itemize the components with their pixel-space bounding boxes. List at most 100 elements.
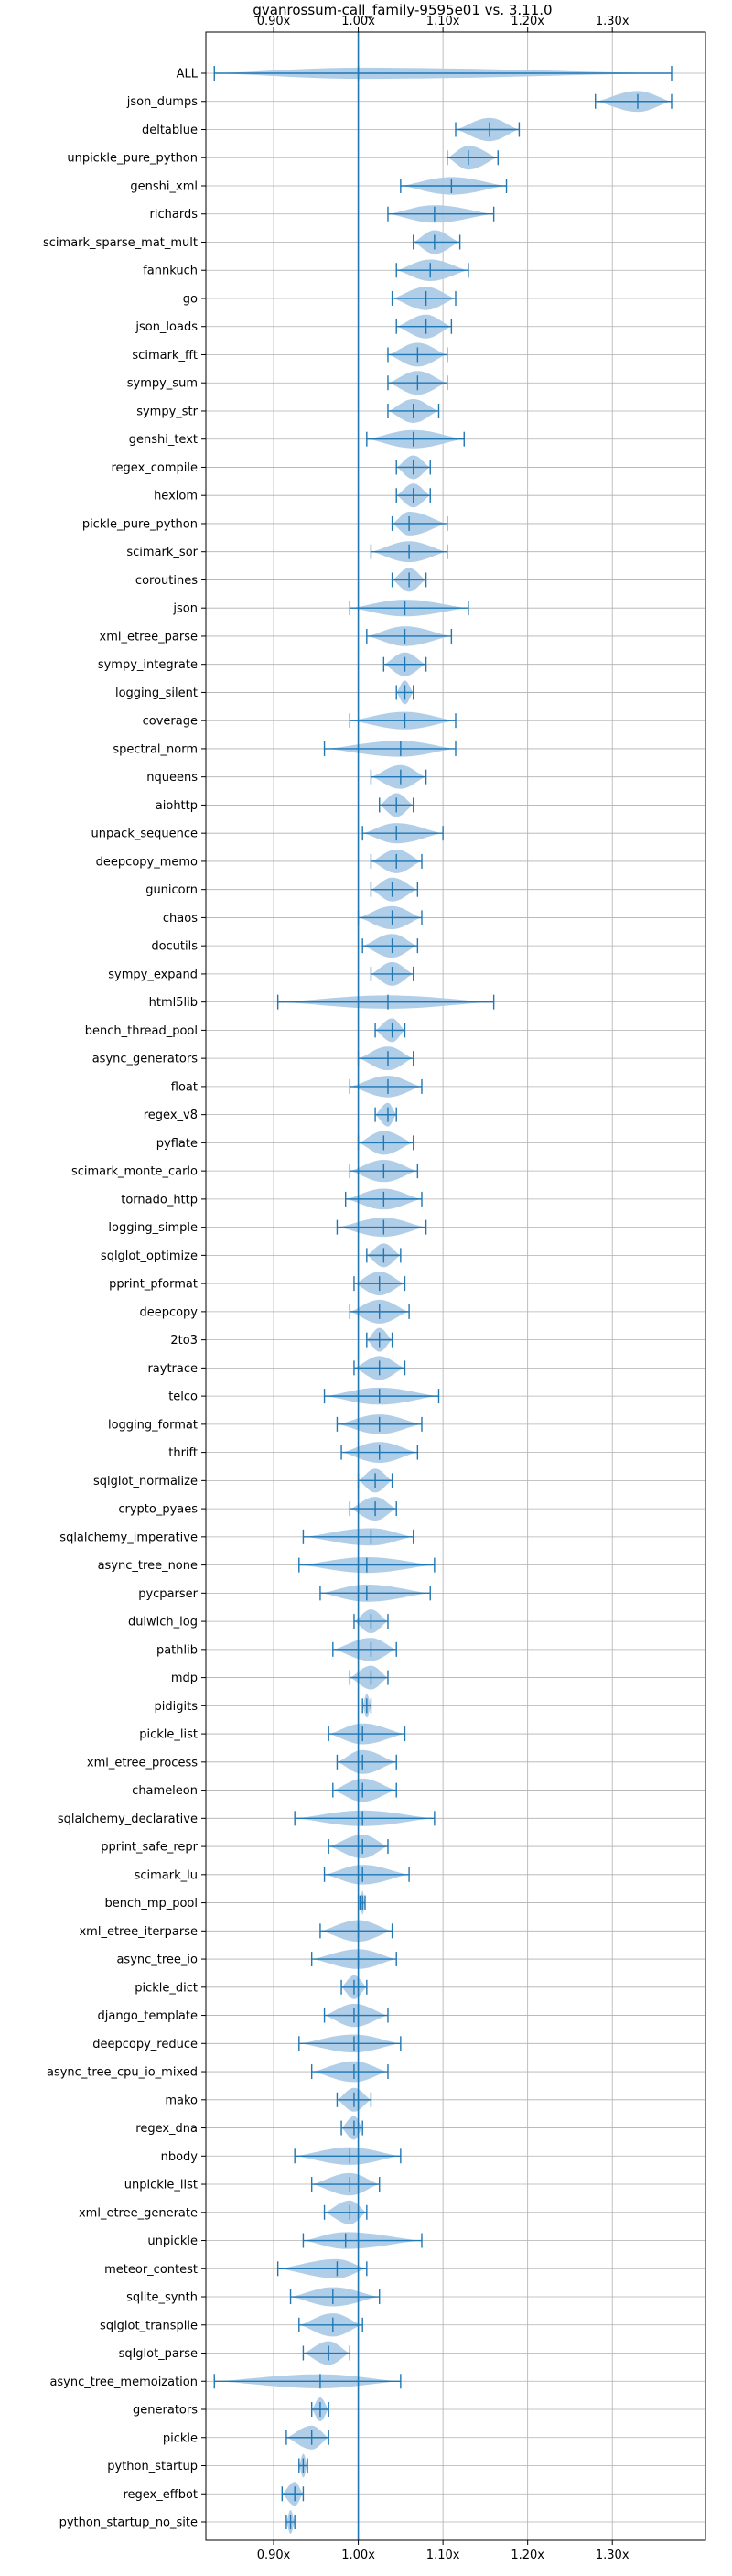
y-tick-label: sqlite_synth	[126, 2291, 198, 2305]
violin-nqueens	[370, 764, 427, 789]
violin-async_generators	[357, 1046, 414, 1071]
violin-xml_etree_iterparse	[319, 1920, 393, 1943]
violin-json	[349, 600, 469, 617]
violin-float	[349, 1076, 423, 1098]
violin-django_template	[323, 2003, 389, 2028]
violin-html5lib	[276, 994, 495, 1010]
y-tick-label: async_tree_cpu_io_mixed	[47, 2066, 198, 2080]
y-tick-label: nbody	[161, 2150, 199, 2164]
violin-async_tree_io	[310, 1949, 397, 1969]
violin-docutils	[361, 934, 419, 958]
violin-sqlglot_transpile	[298, 2313, 363, 2337]
y-tick-label: genshi_xml	[130, 179, 198, 193]
violin-pickle_list	[328, 1723, 406, 1745]
y-tick-label: deepcopy_reduce	[92, 2038, 198, 2051]
y-tick-label: sqlglot_parse	[119, 2347, 198, 2361]
violin-bench_mp_pool	[359, 1890, 366, 1915]
y-tick-label: chaos	[163, 912, 198, 925]
y-tick-label: python_startup_no_site	[59, 2516, 198, 2530]
y-tick-label: sqlglot_optimize	[101, 1250, 198, 1263]
plot-frame	[205, 31, 706, 2541]
violin-mdp	[349, 1665, 389, 1690]
grid-lines	[206, 32, 705, 2540]
y-tick-label: regex_dna	[135, 2122, 198, 2136]
y-tick-label: deepcopy_memo	[96, 855, 198, 869]
violin-logging_silent	[395, 680, 414, 705]
y-tick-label: pickle_dict	[135, 1981, 198, 1995]
violin-regex_dna	[340, 2116, 363, 2140]
violin-sympy_expand	[370, 961, 414, 986]
y-tick-label: ALL	[177, 68, 199, 81]
x-tick-label-bottom: 1.20x	[511, 2549, 544, 2562]
y-tick-label: scimark_sparse_mat_mult	[43, 236, 198, 250]
violin-unpickle	[302, 2232, 423, 2249]
y-tick-label: sqlglot_transpile	[100, 2319, 198, 2332]
y-tick-label: pyflate	[156, 1137, 198, 1151]
x-tick-label-top: 1.30x	[596, 15, 630, 28]
y-tick-label: scimark_sor	[126, 546, 198, 559]
y-tick-label: async_generators	[92, 1053, 199, 1066]
violin-pickle_pure_python	[391, 512, 448, 536]
violin-unpickle_list	[310, 2172, 381, 2196]
y-tick-label: regex_effbot	[123, 2488, 198, 2502]
violin-nbody	[294, 2147, 402, 2165]
x-tick-label-top: 1.20x	[511, 15, 544, 28]
y-tick-label: bench_thread_pool	[85, 1024, 198, 1038]
violin-xml_etree_process	[336, 1749, 397, 1774]
y-tick-label: logging_simple	[108, 1221, 198, 1235]
y-tick-label: regex_compile	[111, 461, 198, 475]
x-tick-label-top: 1.00x	[341, 15, 375, 28]
violins	[213, 66, 673, 2534]
violin-logging_format	[336, 1414, 423, 1434]
y-tick-label: xml_etree_process	[87, 1756, 198, 1770]
violin-xml_etree_parse	[366, 626, 453, 646]
y-tick-label: pprint_safe_repr	[101, 1841, 198, 1855]
violin-regex_v8	[374, 1102, 397, 1127]
y-tick-label: xml_etree_iterparse	[79, 1925, 198, 1939]
y-tick-label: docutils	[151, 940, 198, 954]
violin-unpickle_pure_python	[447, 146, 499, 170]
y-tick-label: json_loads	[135, 320, 198, 334]
violin-pyflate	[357, 1131, 414, 1155]
y-tick-label: python_startup	[107, 2460, 198, 2473]
y-tick-label: crypto_pyaes	[118, 1503, 198, 1517]
violin-genshi_xml	[400, 177, 508, 195]
y-tick-label: logging_format	[108, 1418, 198, 1432]
y-tick-label: scimark_fft	[132, 349, 198, 363]
y-tick-label: json_dumps	[126, 95, 198, 109]
violin-fannkuch	[395, 259, 469, 281]
violin-deltablue	[455, 117, 521, 142]
violin-generators	[310, 2397, 329, 2421]
y-tick-label: raytrace	[147, 1362, 198, 1376]
x-tick-label-top: 0.90x	[257, 15, 291, 28]
violin-sympy_str	[387, 399, 440, 423]
y-tick-label: pickle	[163, 2431, 198, 2445]
y-tick-label: xml_etree_parse	[100, 630, 198, 644]
y-tick-label: logging_silent	[115, 687, 198, 700]
y-tick-label: mdp	[171, 1672, 198, 1685]
violin-raytrace	[353, 1356, 406, 1380]
violin-crypto_pyaes	[349, 1497, 397, 1521]
y-tick-label: pathlib	[156, 1643, 198, 1657]
violin-scimark_sor	[370, 541, 448, 563]
violin-regex_effbot	[281, 2482, 305, 2506]
violin-async_tree_cpu_io_mixed	[310, 2061, 389, 2083]
violin-coroutines	[391, 568, 427, 592]
y-tick-label: async_tree_none	[98, 1559, 198, 1573]
violin-python_startup_no_site	[285, 2510, 296, 2534]
y-tick-label: meteor_contest	[104, 2263, 198, 2277]
violin-deepcopy_memo	[370, 849, 423, 873]
violin-genshi_text	[366, 429, 465, 449]
violin-deepcopy	[349, 1299, 410, 1324]
y-tick-label: scimark_monte_carlo	[71, 1165, 198, 1179]
y-tick-label: float	[171, 1080, 198, 1094]
y-tick-label: richards	[150, 208, 199, 222]
violin-pidigits	[361, 1694, 372, 1718]
violin-aiohttp	[379, 793, 414, 817]
y-tick-label: sqlglot_normalize	[93, 1475, 198, 1488]
violin-telco	[323, 1387, 440, 1405]
violin-python_startup	[298, 2453, 308, 2478]
violin-sympy_integrate	[382, 652, 427, 676]
violin-sqlite_synth	[289, 2287, 381, 2307]
